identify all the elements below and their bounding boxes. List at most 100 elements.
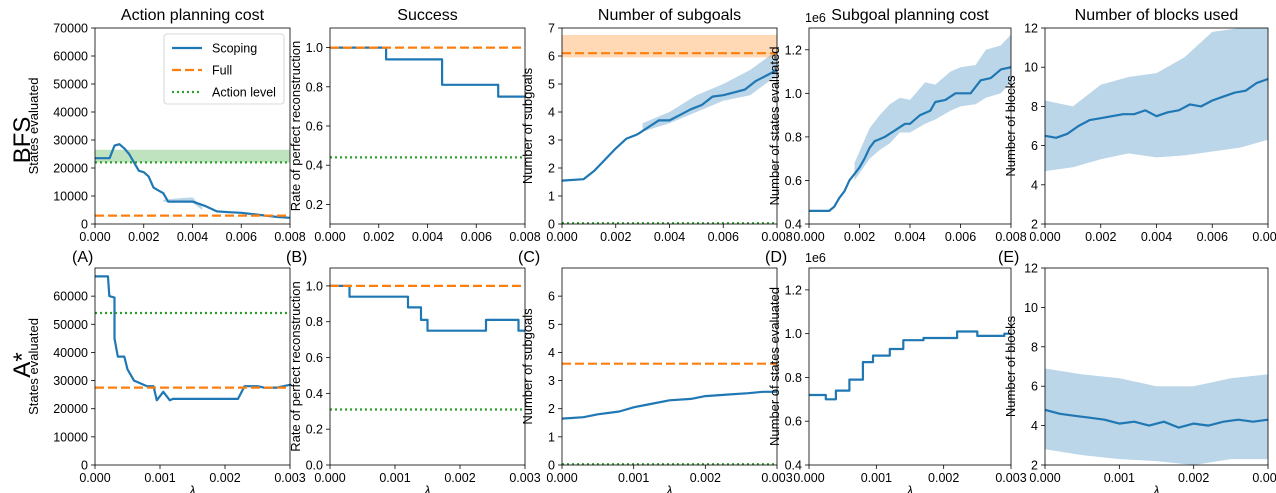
plot-marks [809, 330, 1011, 401]
axes-frame [94, 267, 291, 466]
y-tick-label: 30000 [53, 374, 88, 388]
x-tick-label: 0.001 [618, 471, 649, 485]
plot-area [1045, 28, 1268, 224]
x-tick-label: 0.006 [461, 230, 492, 244]
panel-tag-a: (A) [72, 249, 93, 266]
y-tick-label: 10 [1024, 301, 1038, 315]
scale-label: 1e6 [805, 251, 826, 265]
y-tick-label: 1 [548, 430, 555, 444]
y-axis-label: Number of subgoals [520, 308, 535, 425]
x-tick-label: 0.003 [509, 471, 540, 485]
chart-9: 0.000 0.001 0.002 0.003 2 4 6 8 10 12 λ Number of b… [1003, 262, 1276, 493]
x-tick-label: 0.004 [654, 230, 685, 244]
y-tick-label: 70000 [53, 22, 88, 36]
y-tick-label: 2 [1031, 218, 1038, 232]
series-scoping [1045, 408, 1268, 429]
scale-label: 1e6 [805, 11, 826, 25]
x-tick-label: 0.006 [1197, 230, 1228, 244]
y-tick-label: 1.2 [785, 43, 802, 57]
chart-title: Number of blocks used [1075, 7, 1239, 24]
y-tick-label: 60000 [53, 290, 88, 304]
plot-area [1045, 268, 1268, 465]
x-axis-label: λ [906, 483, 913, 493]
x-tick-label: 0.000 [314, 230, 345, 244]
y-tick-label: 1 [548, 190, 555, 204]
y-tick-label: 0.6 [306, 351, 323, 365]
y-tick-label: 2 [548, 162, 555, 176]
x-tick-label: 0.000 [79, 230, 110, 244]
y-tick-label: 10000 [53, 430, 88, 444]
series-scoping [95, 275, 290, 402]
y-tick-label: 0.8 [306, 80, 323, 94]
x-tick-label: 0.008 [761, 230, 792, 244]
chart-title: Success [397, 7, 457, 24]
y-tick-label: 20000 [53, 162, 88, 176]
y-tick-label: 1.2 [785, 283, 802, 297]
chart-2: 0.000 0.002 0.004 0.006 0.008 0 1 2 3 4 5 6 7 Number … [520, 7, 793, 244]
plot-marks [1045, 368, 1268, 465]
x-tick-label: 0.002 [209, 471, 240, 485]
x-tick-label: 0.000 [1029, 230, 1060, 244]
y-tick-label: 0.0 [306, 459, 323, 473]
x-tick-label: 0.002 [444, 471, 475, 485]
y-axis-label: Rate of perfect reconstruction [288, 41, 303, 212]
chart-0: 0.000 0.002 0.004 0.006 0.008 0 10000 20000 3000… [26, 7, 306, 244]
plot-area [95, 268, 290, 465]
panel-tag-b: (B) [286, 249, 307, 266]
x-tick-label: 0.000 [793, 230, 824, 244]
x-axis-label: λ [423, 483, 430, 493]
plot-area [330, 28, 525, 224]
y-tick-label: 0.4 [785, 218, 802, 232]
y-tick-label: 4 [1031, 178, 1038, 192]
y-tick-label: 5 [548, 318, 555, 332]
y-tick-label: 1.0 [785, 327, 802, 341]
x-tick-label: 0.006 [708, 230, 739, 244]
x-axis-label: λ [665, 483, 672, 493]
x-tick-label: 0.001 [1104, 471, 1135, 485]
y-tick-label: 2 [548, 402, 555, 416]
y-tick-label: 0.2 [306, 423, 323, 437]
axes-frame [808, 267, 1012, 466]
y-tick-label: 6 [1031, 380, 1038, 394]
x-tick-label: 0.008 [274, 230, 305, 244]
chart-title: Number of subgoals [598, 7, 741, 24]
y-tick-label: 50000 [53, 78, 88, 92]
series-scoping [330, 46, 525, 98]
chart-1: 0.000 0.002 0.004 0.006 0.008 0.2 0.4 0.6 0.8 1.0… [288, 7, 541, 244]
legend: Scoping Full Action level [163, 33, 285, 105]
y-tick-label: 0 [81, 459, 88, 473]
x-tick-label: 0.004 [412, 230, 443, 244]
x-tick-label: 0.003 [274, 471, 305, 485]
plot-area [562, 28, 777, 224]
y-tick-label: 0.8 [785, 130, 802, 144]
y-tick-label: 0.4 [306, 387, 323, 401]
chart-grid: 0.000 0.002 0.004 0.006 0.008010000200003000… [26, 7, 1276, 493]
band-scoping [642, 50, 777, 132]
x-axis-label: λ [1152, 483, 1159, 493]
plot-marks [330, 284, 525, 411]
x-tick-label: 0.002 [128, 230, 159, 244]
y-tick-label: 3 [548, 374, 555, 388]
y-tick-label: 8 [1031, 100, 1038, 114]
y-axis-label: Rate of perfect reconstruction [288, 281, 303, 452]
y-tick-label: 50000 [53, 318, 88, 332]
chart-8: 0.000 0.001 0.002 0.003 0.4 0.6 0.8 1.0 1.2 1e6 λ N… [767, 251, 1027, 493]
x-tick-label: 0.003 [1252, 471, 1276, 485]
x-tick-label: 0.003 [761, 471, 792, 485]
x-tick-label: 0.008 [995, 230, 1026, 244]
legend-box [163, 33, 285, 105]
x-tick-label: 0.001 [379, 471, 410, 485]
x-tick-label: 0.000 [314, 471, 345, 485]
x-tick-label: 0.002 [690, 471, 721, 485]
legend-label: Full [212, 64, 232, 78]
plot-marks [95, 275, 290, 402]
y-tick-label: 2 [1031, 459, 1038, 473]
y-axis-label: Number of blocks [1003, 75, 1018, 177]
x-tick-label: 0.000 [1029, 471, 1060, 485]
y-axis-label: Number of subgoals [520, 67, 535, 184]
x-tick-label: 0.000 [793, 471, 824, 485]
y-tick-label: 0.8 [785, 371, 802, 385]
y-tick-label: 0 [81, 218, 88, 232]
x-tick-label: 0.008 [509, 230, 540, 244]
